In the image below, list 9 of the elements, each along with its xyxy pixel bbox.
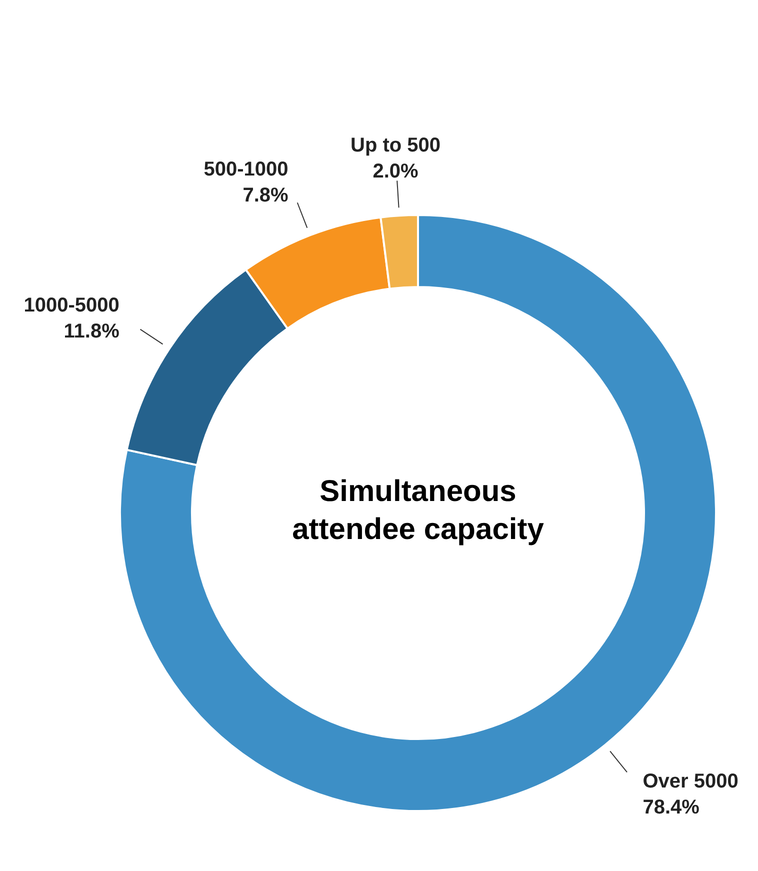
data-label: 7.8% — [242, 184, 289, 206]
slice-label: 1000-5000 — [24, 294, 120, 317]
slice-label: Up to 500 — [350, 134, 441, 157]
data-label: 2.0% — [372, 160, 419, 183]
slice-label: Over 5000 — [642, 770, 738, 793]
text: Simultaneous attendee capacity — [292, 475, 544, 546]
data-label: 11.8% — [64, 320, 120, 343]
data-label: 78.4% — [642, 796, 700, 819]
slice-label: 500-1000 — [204, 158, 288, 180]
